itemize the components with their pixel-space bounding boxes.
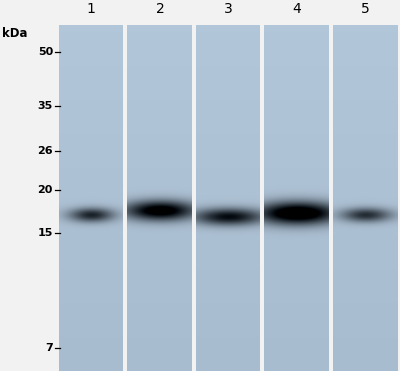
Text: kDa: kDa — [2, 27, 28, 40]
Text: 50: 50 — [38, 47, 53, 58]
Text: 15: 15 — [38, 228, 53, 238]
Text: 2: 2 — [156, 2, 164, 16]
Text: 5: 5 — [361, 2, 370, 16]
Text: 26: 26 — [37, 146, 53, 156]
Text: 4: 4 — [293, 2, 302, 16]
Text: 35: 35 — [38, 101, 53, 111]
Text: 20: 20 — [38, 185, 53, 195]
Text: 1: 1 — [87, 2, 96, 16]
Text: 7: 7 — [45, 343, 53, 353]
Text: 3: 3 — [224, 2, 233, 16]
